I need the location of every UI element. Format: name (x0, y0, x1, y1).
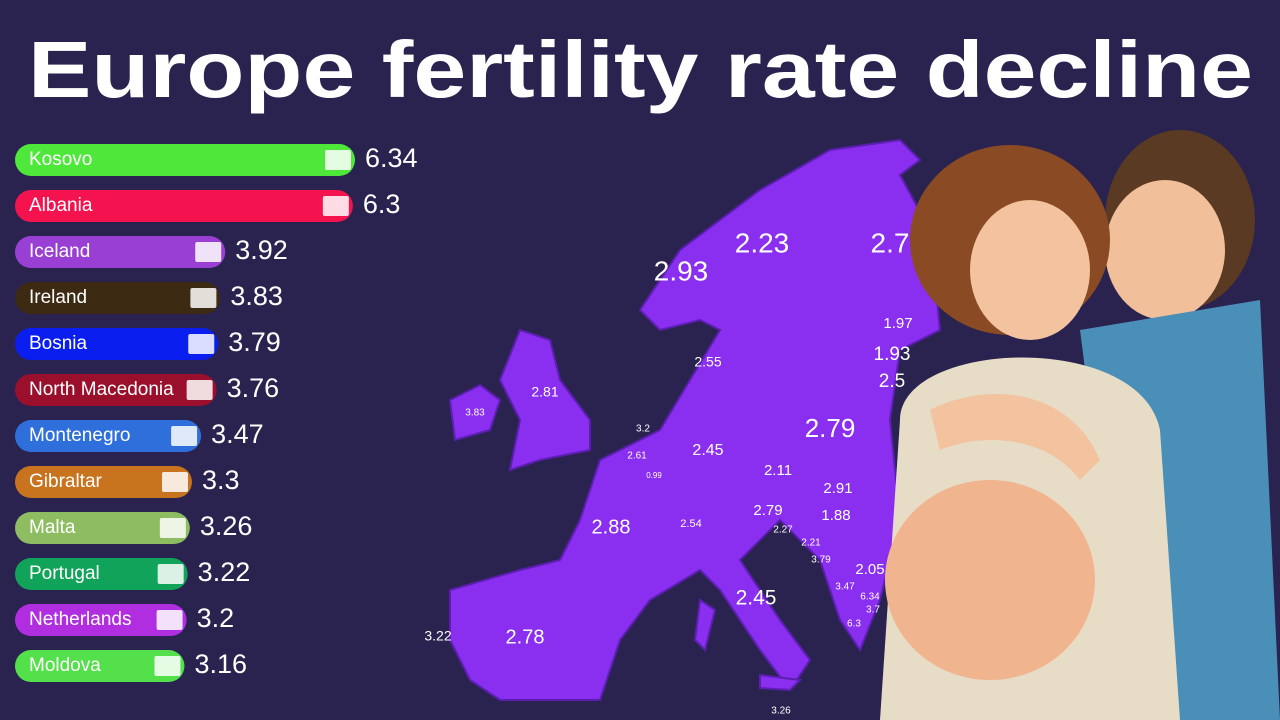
flag (325, 150, 351, 170)
map-label: 3.7 (866, 605, 880, 616)
map-label: 1.97 (883, 315, 912, 332)
map-label: 3.22 (424, 628, 451, 644)
bar-label: Kosovo (29, 149, 92, 170)
value-label: 3.76 (227, 373, 280, 403)
value-label: 6.34 (365, 143, 418, 173)
bar-label: Portugal (29, 563, 100, 584)
bar (15, 558, 188, 590)
map-label: 2.27 (773, 525, 793, 536)
flag (186, 380, 213, 400)
value-label: 3.47 (211, 419, 264, 449)
map-label: 3.26 (771, 706, 791, 717)
bar (15, 190, 353, 222)
bar-label: Bosnia (29, 333, 88, 354)
bar (15, 420, 202, 452)
map-label: 1.93 (874, 344, 911, 365)
bar (15, 650, 185, 682)
flag (190, 288, 217, 308)
bar-label: Netherlands (29, 609, 131, 630)
bar-label: Montenegro (29, 425, 130, 446)
map-label: 3.2 (636, 424, 650, 435)
map-label: 2.45 (736, 587, 777, 610)
bar-label: Iceland (29, 241, 90, 262)
bar-label: Moldova (29, 655, 101, 676)
map-label: 2.11 (764, 462, 792, 479)
flag (157, 564, 184, 584)
map-label: 3.47 (835, 582, 855, 593)
value-label: 3.83 (230, 281, 283, 311)
value-label: 3.92 (235, 235, 288, 265)
map-label: 2.55 (694, 354, 721, 370)
map (448, 138, 942, 701)
map-label: 2.5 (879, 371, 905, 392)
flag (171, 426, 198, 446)
value-label: 3.2 (197, 603, 235, 633)
map-label: 2.81 (531, 384, 558, 400)
bar-label: North Macedonia (29, 379, 174, 400)
value-label: 3.79 (228, 327, 281, 357)
couple-illustration (880, 130, 1280, 720)
value-label: 3.26 (200, 511, 253, 541)
flag (322, 196, 349, 216)
map-label: 2.21 (801, 538, 821, 549)
map-label: 2.79 (753, 502, 782, 519)
bar (15, 144, 355, 176)
map-label: 2.23 (735, 227, 790, 258)
bar-label: Malta (29, 517, 76, 538)
flag (154, 656, 181, 676)
map-label: 6.34 (860, 592, 880, 603)
map-label: 2.91 (823, 480, 852, 497)
map-label: 2.54 (680, 518, 701, 530)
value-label: 3.22 (198, 557, 251, 587)
map-label: 6.3 (847, 619, 861, 630)
map-label: 3.79 (811, 555, 831, 566)
bar-label: Albania (29, 195, 93, 216)
flag (188, 334, 215, 354)
bar (15, 236, 226, 268)
bar (15, 512, 190, 544)
map-label: 2.79 (805, 413, 856, 443)
flag (161, 472, 188, 492)
flag (156, 610, 183, 630)
bar (15, 328, 219, 360)
bar-label: Ireland (29, 287, 87, 308)
title: Europe fertility rate decline (28, 25, 1253, 114)
map-label: 1.88 (821, 507, 850, 524)
bar (15, 374, 217, 406)
bar-label: Gibraltar (29, 471, 103, 492)
bar (15, 466, 192, 498)
map-label: 2.45 (692, 442, 723, 459)
map-label: 0.99 (646, 471, 662, 480)
map-label: 2.05 (855, 561, 884, 578)
flag (159, 518, 186, 538)
bar (15, 282, 221, 314)
map-label: 2.7 (871, 227, 910, 258)
map-label: 2.88 (592, 516, 631, 538)
bar (15, 604, 187, 636)
map-label: 2.61 (627, 451, 647, 462)
value-label: 3.3 (202, 465, 240, 495)
map-label: 2.78 (506, 626, 545, 648)
flag (195, 242, 222, 262)
map-label: 2.93 (654, 255, 709, 286)
map-label: 3.83 (465, 408, 485, 419)
value-label: 3.16 (194, 649, 247, 679)
value-label: 6.3 (363, 189, 401, 219)
